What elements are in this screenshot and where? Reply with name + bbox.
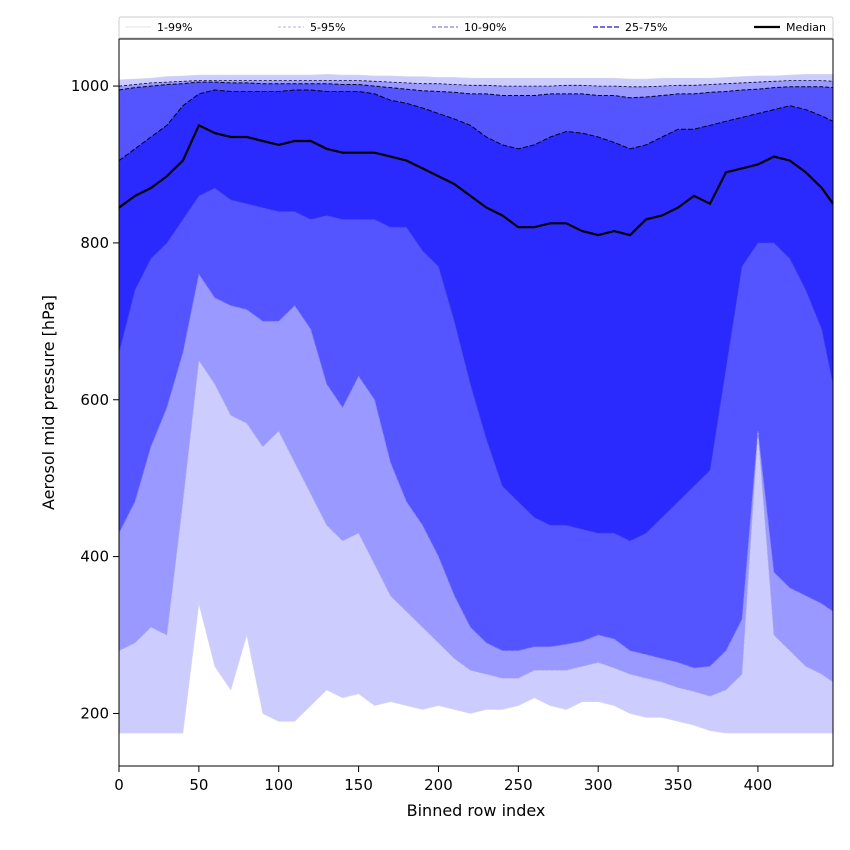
x-axis-ticks: 0 50 100 150 200 250 300 350 400 [114, 766, 772, 794]
y-tick-label: 400 [80, 548, 109, 566]
percentile-lines [118, 73, 834, 734]
band-25-75 [119, 90, 833, 541]
percentile-bands [119, 74, 833, 734]
x-tick-label: 350 [664, 776, 693, 794]
x-tick-label: 100 [264, 776, 293, 794]
x-tick-label: 400 [744, 776, 773, 794]
legend-box [118, 16, 834, 39]
line-p99 [118, 73, 833, 81]
line-p5 [118, 359, 834, 697]
x-tick-label: 200 [424, 776, 453, 794]
line-p25 [118, 187, 834, 542]
x-tick-label: 0 [114, 776, 124, 794]
legend-item-p10_90: 10-90% [432, 21, 506, 34]
y-axis-ticks: 200 400 600 800 1000 [71, 77, 119, 722]
legend-item-p5_95: 5-95% [278, 21, 345, 34]
legend-item-p25_75: 25-75% [593, 21, 667, 34]
x-tick-label: 150 [344, 776, 373, 794]
line-p10 [118, 273, 834, 669]
line-p75 [118, 89, 834, 162]
x-tick-label: 250 [504, 776, 533, 794]
line-p95 [118, 80, 834, 88]
x-tick-label: 300 [584, 776, 613, 794]
x-axis-label: Binned row index [407, 801, 546, 820]
legend: 1-99% 5-95% 10-90% 25-75% Median [118, 16, 834, 39]
y-tick-label: 200 [80, 704, 109, 722]
y-axis-label: Aerosol mid pressure [hPa] [39, 295, 58, 510]
legend-label-p25_75: 25-75% [625, 21, 667, 34]
legend-label-median: Median [786, 21, 826, 34]
line-p1 [119, 603, 833, 734]
legend-label-p1_99: 1-99% [157, 21, 192, 34]
legend-item-median: Median [754, 21, 826, 34]
y-tick-label: 800 [80, 234, 109, 252]
y-tick-label: 1000 [71, 77, 109, 95]
median-line [118, 123, 834, 237]
legend-label-p10_90: 10-90% [464, 21, 506, 34]
x-tick-label: 50 [189, 776, 208, 794]
plot-frame [118, 38, 834, 767]
legend-label-p5_95: 5-95% [310, 21, 345, 34]
y-tick-label: 600 [80, 391, 109, 409]
legend-item-p1_99: 1-99% [125, 21, 192, 34]
line-p90 [118, 81, 834, 99]
